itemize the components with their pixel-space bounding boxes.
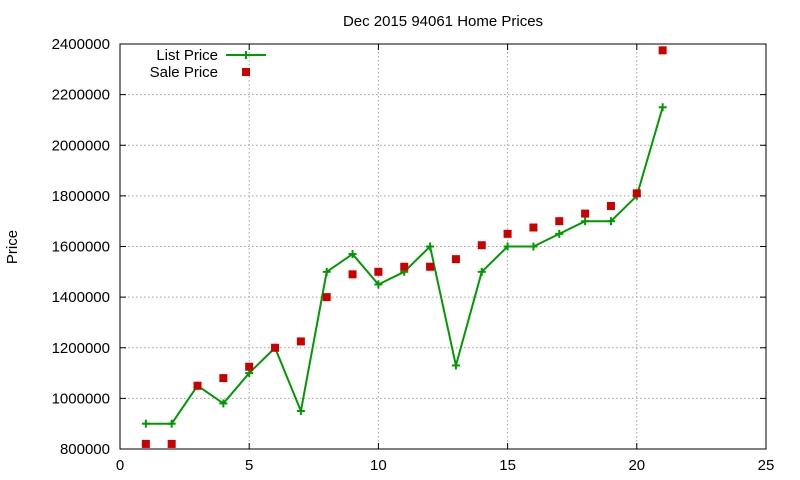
y-axis-label: Price [4, 230, 21, 264]
list-price-point [348, 250, 357, 259]
sale-price-point [193, 381, 202, 390]
x-tick-label: 25 [758, 457, 775, 474]
y-tick-label: 1200000 [52, 340, 110, 357]
list-price-point [219, 399, 228, 408]
sale-price-point [374, 267, 383, 276]
y-tick-label: 1000000 [52, 390, 110, 407]
sale-price-point [632, 189, 641, 198]
sale-price-point [477, 241, 486, 250]
sale-price-point [555, 217, 564, 226]
y-tick-label: 2400000 [52, 36, 110, 53]
list-price-point [658, 103, 667, 112]
x-tick-label: 5 [245, 457, 253, 474]
list-price-point [322, 267, 331, 276]
y-tick-label: 2000000 [52, 137, 110, 154]
list-price-point [581, 217, 590, 226]
list-price-point [374, 280, 383, 289]
series-layer [141, 46, 667, 448]
sale-price-point [322, 293, 331, 302]
sale-price-point [400, 262, 409, 271]
sale-price-point [658, 46, 667, 55]
sale-price-point [451, 255, 460, 264]
sale-price-point [503, 229, 512, 238]
sale-price-series [141, 46, 667, 448]
list-price-point [426, 242, 435, 251]
list-price-point [141, 419, 150, 428]
y-tick-label: 2200000 [52, 87, 110, 104]
y-tick-label: 800000 [60, 441, 110, 458]
legend-swatch-sale-price [242, 68, 250, 76]
sale-price-point [581, 209, 590, 218]
grid [120, 44, 766, 449]
ticks: 0 5 10 15 20 25 800000 1000000 1200000 1400000 160… [52, 36, 775, 474]
sale-price-point [296, 337, 305, 346]
sale-price-point [219, 374, 228, 383]
legend-label-sale-price: Sale Price [150, 64, 218, 81]
list-price-point [296, 407, 305, 416]
list-price-point [451, 361, 460, 370]
sale-price-point [245, 362, 254, 371]
sale-price-point [529, 223, 538, 232]
sale-price-point [348, 270, 357, 279]
list-price-point [503, 242, 512, 251]
sale-price-point [426, 262, 435, 271]
list-price-point [167, 419, 176, 428]
x-tick-label: 20 [628, 457, 645, 474]
list-price-point [529, 242, 538, 251]
y-tick-label: 1400000 [52, 289, 110, 306]
list-price-point [555, 229, 564, 238]
x-tick-label: 0 [116, 457, 124, 474]
sale-price-point [271, 343, 280, 352]
legend-label-list-price: List Price [156, 47, 218, 64]
y-tick-label: 1800000 [52, 188, 110, 205]
list-price-point [606, 217, 615, 226]
sale-price-point [606, 202, 615, 210]
x-tick-label: 15 [499, 457, 516, 474]
chart-title: Dec 2015 94061 Home Prices [343, 13, 543, 30]
list-price-point [477, 267, 486, 276]
x-tick-label: 10 [370, 457, 387, 474]
sale-price-point [167, 439, 176, 448]
y-tick-label: 1600000 [52, 239, 110, 256]
legend-marker-list-price [242, 51, 250, 59]
sale-price-point [141, 439, 150, 448]
